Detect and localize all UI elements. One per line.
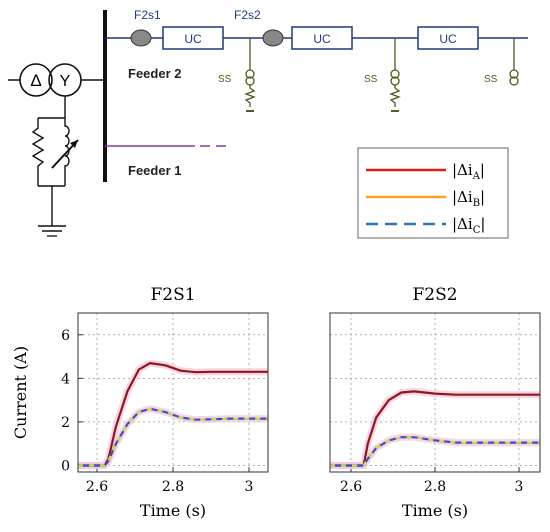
ss-tap-2 xyxy=(389,38,401,112)
single-line-diagram: Δ Y F2s1 F2s2 UC UC UC xyxy=(8,8,528,239)
uc-box-1 xyxy=(162,26,224,50)
switch-f2s2-label: F2s2 xyxy=(234,8,261,22)
uc-label-1: UC xyxy=(184,32,202,46)
ss-tap-3 xyxy=(509,38,519,86)
grounding-impedance xyxy=(31,96,79,237)
legend-entry-c: |ΔiC| xyxy=(452,215,485,236)
switch-f2s1-icon xyxy=(130,29,152,47)
ss-label-3: SS xyxy=(484,74,498,85)
legend: |ΔiA| |ΔiB| |ΔiC| xyxy=(357,147,509,239)
x-tick-label: 3 xyxy=(245,479,254,495)
transformer-primary-winding xyxy=(19,63,53,97)
x-axis-label: Time (s) xyxy=(140,501,206,520)
uc-label-2: UC xyxy=(313,32,331,46)
plot-title: F2S1 xyxy=(150,285,195,305)
transformer-wye-label: Y xyxy=(60,73,71,90)
feeder1-label: Feeder 1 xyxy=(128,163,181,178)
plot-f2s1: 2.6 2.8 3 0 2 4 6 F2S1 Time (s) Current (A) xyxy=(11,285,269,520)
x-tick-label: 2.6 xyxy=(86,479,108,495)
plot-title: F2S2 xyxy=(412,285,457,305)
y-axis-label: Current (A) xyxy=(11,346,30,439)
ss-tap-1 xyxy=(244,38,256,112)
y-tick-label: 0 xyxy=(61,458,70,474)
plot-frame xyxy=(329,312,541,473)
series-line-0 xyxy=(330,390,540,467)
ss-label-2: SS xyxy=(364,74,378,85)
series-line-overlay xyxy=(78,407,268,467)
series-line-overlay xyxy=(330,436,540,467)
uc-box-2 xyxy=(291,26,353,50)
y-tick-label: 6 xyxy=(61,328,70,344)
uc-label-3: UC xyxy=(439,32,457,46)
x-axis-label: Time (s) xyxy=(402,501,468,520)
legend-entry-a: |ΔiA| xyxy=(452,161,485,182)
y-tick-label: 4 xyxy=(61,371,70,387)
x-tick-label: 3 xyxy=(515,479,524,495)
transformer-delta-label: Δ xyxy=(30,71,41,90)
series-line-0 xyxy=(78,362,268,467)
plot-f2s2: 2.6 2.8 3 F2S2 Time (s) xyxy=(329,285,541,520)
feeder2-label: Feeder 2 xyxy=(128,66,181,81)
x-tick-label: 2.8 xyxy=(162,479,184,495)
ss-label-1: SS xyxy=(218,74,232,85)
x-tick-label: 2.8 xyxy=(424,479,446,495)
legend-entry-b: |ΔiB| xyxy=(452,188,485,209)
x-tick-label: 2.6 xyxy=(340,479,362,495)
plot-frame xyxy=(77,312,269,473)
grounding-resistor-icon xyxy=(31,118,45,186)
y-tick-label: 2 xyxy=(61,415,70,431)
grounding-reactor-icon xyxy=(64,118,70,186)
uc-box-3 xyxy=(417,26,479,50)
switch-f2s2-icon xyxy=(262,29,284,47)
switch-f2s1-label: F2s1 xyxy=(134,8,161,22)
